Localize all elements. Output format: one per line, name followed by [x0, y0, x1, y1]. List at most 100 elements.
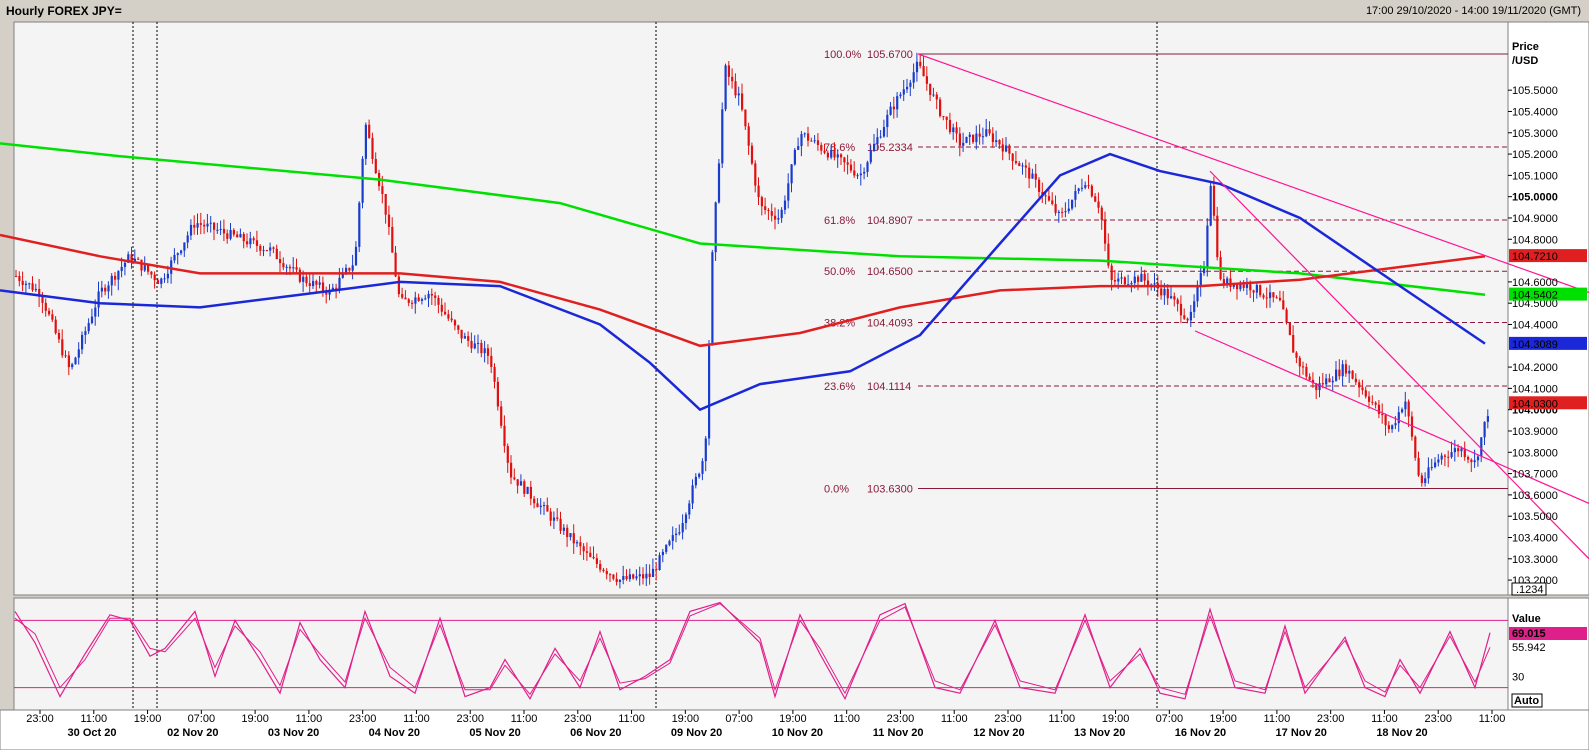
candle: [648, 564, 651, 585]
candle: [915, 52, 919, 82]
candle: [1054, 195, 1057, 216]
candle: [526, 486, 529, 495]
candle: [774, 207, 777, 230]
candle: [24, 280, 28, 294]
candle: [1100, 205, 1103, 230]
candle: [48, 307, 51, 317]
candle: [417, 293, 420, 302]
price-tick-21: 105.5000: [1512, 85, 1558, 97]
candle: [731, 68, 734, 89]
candle: [71, 362, 74, 370]
candle: [1061, 207, 1064, 218]
candle: [985, 118, 988, 138]
candle: [163, 273, 166, 283]
candle: [295, 258, 298, 275]
candle: [1414, 435, 1417, 461]
candle: [496, 377, 499, 411]
candle: [457, 324, 460, 335]
candle: [1051, 192, 1054, 206]
candle: [246, 233, 249, 248]
candle: [308, 273, 311, 293]
candle: [67, 351, 70, 376]
candle: [490, 347, 493, 374]
candle: [684, 512, 688, 530]
time-tick-0: 23:00: [26, 713, 54, 725]
price-tick-16: 105.0000: [1512, 192, 1558, 204]
candle: [1008, 143, 1011, 161]
candle: [483, 340, 486, 363]
candle: [414, 291, 417, 314]
candle: [503, 415, 506, 453]
price-tick-20: 105.4000: [1512, 106, 1558, 118]
candle: [420, 297, 424, 305]
time-tick-10: 23:00: [564, 713, 592, 725]
price-tick-4: 103.6000: [1512, 490, 1558, 502]
candle: [1080, 178, 1084, 192]
candle: [688, 500, 691, 520]
candle: [391, 217, 394, 253]
channel-line-1: [1194, 330, 1589, 504]
candle: [543, 501, 546, 516]
candle: [665, 544, 668, 555]
candle: [975, 125, 978, 150]
candle: [364, 122, 367, 166]
candle: [1212, 176, 1216, 221]
candle: [219, 220, 222, 236]
candle: [1374, 401, 1377, 409]
candle: [480, 339, 483, 358]
candle: [612, 573, 615, 581]
candle: [440, 298, 443, 317]
candle: [387, 205, 391, 235]
candle: [262, 245, 265, 257]
candle: [1391, 424, 1394, 433]
candle: [797, 137, 800, 151]
candle: [823, 144, 826, 155]
candle: [203, 219, 206, 234]
fib-value-1: 105.2334: [867, 142, 913, 154]
candle: [153, 271, 156, 289]
candle: [1397, 406, 1400, 432]
candle: [859, 163, 862, 186]
candle: [836, 149, 839, 168]
candle: [156, 278, 160, 284]
candle: [602, 567, 605, 573]
candle: [1430, 458, 1433, 471]
time-tick-18: 23:00: [994, 713, 1022, 725]
candle: [249, 231, 252, 249]
candle: [618, 579, 622, 589]
candle: [968, 132, 971, 146]
time-tick-6: 23:00: [349, 713, 377, 725]
candle: [1348, 365, 1351, 383]
candle: [853, 161, 856, 178]
candle: [239, 228, 242, 238]
d-value-text: 55.942: [1512, 642, 1546, 654]
candle: [305, 273, 308, 287]
candle: [770, 203, 773, 222]
candle: [622, 565, 625, 585]
candle: [1021, 162, 1024, 175]
candle: [529, 480, 532, 506]
candle: [229, 222, 232, 241]
candle: [147, 264, 150, 275]
candle: [1028, 162, 1031, 189]
candle: [226, 229, 229, 244]
candle: [107, 281, 110, 299]
candle: [407, 298, 410, 307]
candle: [176, 252, 179, 265]
fib-value-5: 104.1114: [867, 381, 911, 393]
candle: [1120, 272, 1123, 285]
candle: [74, 356, 77, 365]
candle: [123, 261, 127, 276]
candle: [358, 201, 361, 253]
candle: [321, 276, 325, 297]
candle: [1305, 363, 1308, 380]
candle: [813, 135, 816, 144]
candle: [1308, 373, 1311, 381]
fib-value-3: 104.6500: [867, 266, 913, 278]
date-label-6: 09 Nov 20: [671, 727, 722, 739]
time-tick-8: 23:00: [456, 713, 484, 725]
candle: [110, 273, 113, 296]
fib-value-0: 105.6700: [867, 49, 913, 61]
candle: [1011, 153, 1014, 170]
